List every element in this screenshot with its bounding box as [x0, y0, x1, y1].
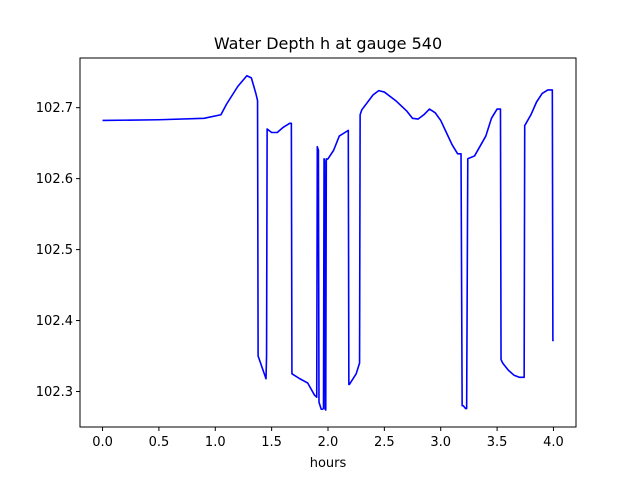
y-tick-label: 102.4	[36, 314, 73, 329]
x-tick-label: 2.0	[318, 435, 339, 450]
plot-area	[102, 74, 555, 411]
x-tick-label: 0.0	[92, 435, 113, 450]
y-tick-label: 102.7	[36, 101, 73, 116]
series-line-0	[102, 74, 555, 411]
x-tick-label: 1.5	[261, 435, 282, 450]
x-tick-label: 3.0	[430, 435, 451, 450]
x-tick-label: 0.5	[149, 435, 170, 450]
x-tick-label: 2.5	[374, 435, 395, 450]
y-axis: 102.3 102.4 102.5 102.6 102.7	[36, 101, 80, 400]
x-tick-label: 3.5	[487, 435, 508, 450]
y-tick-label: 102.6	[36, 172, 73, 187]
x-tick-label: 1.0	[205, 435, 226, 450]
x-axis-label: hours	[310, 456, 347, 471]
x-axis: 0.0 0.5 1.0 1.5 2.0 2.5 3.0 3.5 4.0	[92, 427, 564, 450]
chart-title: Water Depth h at gauge 540	[214, 34, 442, 53]
x-tick-label: 4.0	[543, 435, 564, 450]
plot-frame	[79, 57, 577, 428]
y-tick-label: 102.5	[36, 243, 73, 258]
y-tick-label: 102.3	[36, 385, 73, 400]
